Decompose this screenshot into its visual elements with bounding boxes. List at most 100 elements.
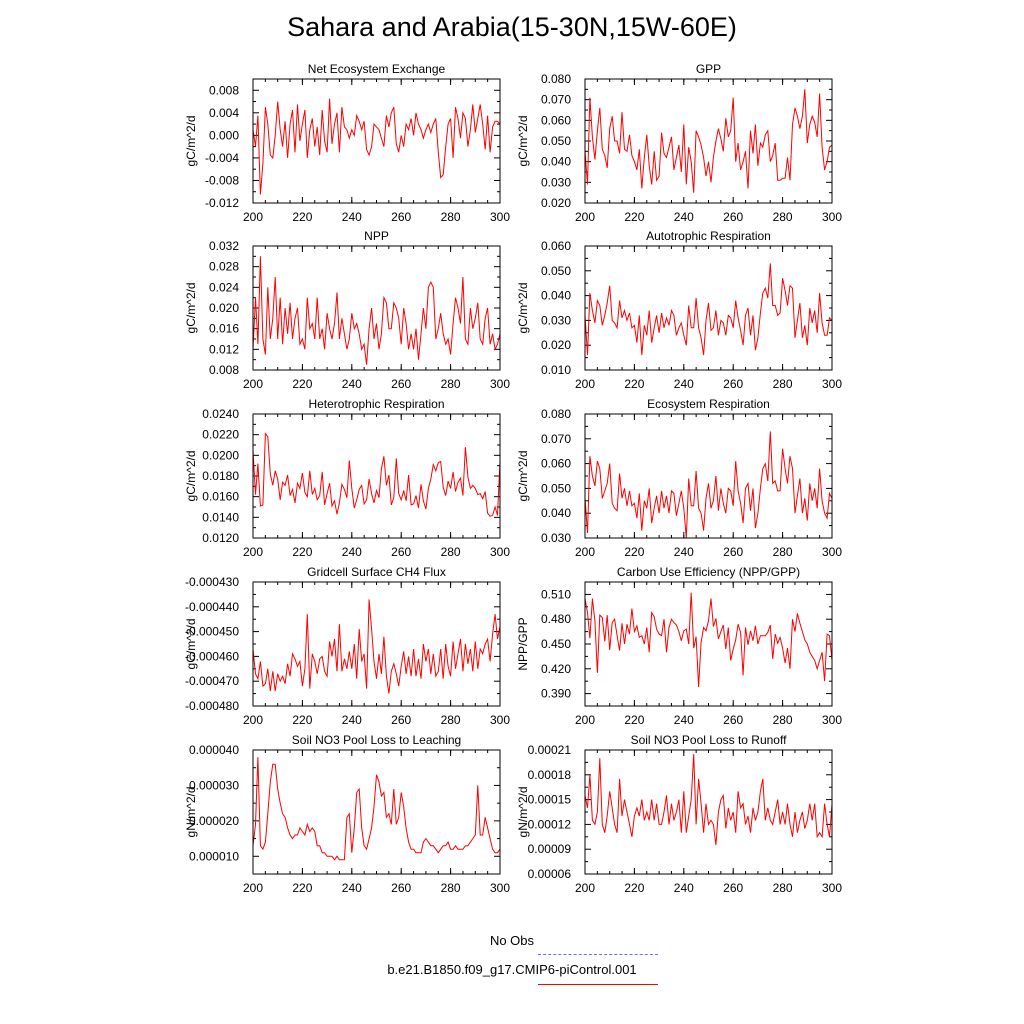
x-tick-label: 220: [624, 713, 644, 727]
plot-frame: [252, 245, 501, 371]
panel-2: NPP gC/m^2/d 200 220 240 260 280 300 0.008 0.012 0…: [184, 229, 510, 391]
plot-frame: [584, 78, 833, 204]
y-tick-label: 0.0180: [202, 469, 239, 483]
y-axis-label: gC/m^2/d: [184, 619, 198, 670]
y-tick-label: 0.024: [209, 280, 239, 294]
x-tick-label: 200: [575, 881, 595, 895]
x-tick-label: 240: [342, 713, 362, 727]
y-tick-label: 0.00012: [528, 817, 572, 831]
x-tick-label: 220: [292, 377, 312, 391]
panel-0: Net Ecosystem Exchange gC/m^2/d 200 220 240 2…: [184, 62, 510, 224]
x-tick-label: 280: [441, 713, 461, 727]
x-tick-label: 280: [773, 210, 793, 224]
y-tick-label: 0.070: [541, 93, 571, 107]
y-tick-label: 0.000020: [189, 814, 239, 828]
panel-title: Carbon Use Efficiency (NPP/GPP): [617, 565, 800, 579]
y-axis-label: gN/m^2/d: [184, 787, 198, 838]
y-tick-label: 0.000: [209, 128, 239, 142]
x-tick-label: 280: [441, 377, 461, 391]
y-tick-label: 0.00009: [528, 842, 572, 856]
y-tick-label: 0.050: [541, 134, 571, 148]
x-tick-label: 260: [723, 713, 743, 727]
x-tick-label: 260: [723, 210, 743, 224]
y-tick-label: -0.000480: [185, 699, 239, 713]
y-tick-label: -0.000460: [185, 649, 239, 663]
x-tick-label: 200: [575, 210, 595, 224]
x-tick-label: 200: [243, 210, 263, 224]
x-tick-label: 300: [822, 545, 842, 559]
panel-1: GPP gC/m^2/d 200 220 240 260 280 300 0.020 0.030 0…: [516, 62, 842, 224]
x-tick-label: 200: [243, 377, 263, 391]
y-tick-label: 0.030: [541, 531, 571, 545]
y-tick-label: 0.510: [541, 587, 571, 601]
y-tick-label: 0.020: [209, 301, 239, 315]
x-tick-label: 300: [822, 210, 842, 224]
y-axis-label: gC/m^2/d: [184, 116, 198, 167]
panel-4: Heterotrophic Respiration gC/m^2/d 200 220 2…: [184, 397, 510, 559]
x-tick-label: 300: [822, 377, 842, 391]
panel-title: GPP: [696, 62, 721, 76]
x-tick-label: 260: [391, 881, 411, 895]
y-tick-label: -0.004: [205, 151, 239, 165]
y-tick-label: 0.050: [541, 264, 571, 278]
x-tick-label: 220: [624, 210, 644, 224]
x-tick-label: 240: [674, 210, 694, 224]
x-tick-label: 200: [243, 881, 263, 895]
x-tick-label: 240: [342, 881, 362, 895]
legend-line-model-run: [538, 984, 658, 985]
x-tick-label: 240: [342, 210, 362, 224]
series-line: [252, 599, 501, 694]
y-tick-label: 0.030: [541, 175, 571, 189]
y-tick-label: 0.080: [541, 407, 571, 421]
y-tick-label: 0.00006: [528, 867, 572, 881]
y-tick-label: 0.040: [541, 289, 571, 303]
y-tick-label: 0.480: [541, 612, 571, 626]
x-tick-label: 240: [342, 377, 362, 391]
panel-8: Soil NO3 Pool Loss to Leaching gN/m^2/d 20…: [184, 733, 510, 895]
y-tick-label: 0.010: [541, 363, 571, 377]
x-tick-label: 240: [674, 377, 694, 391]
panel-6: Gridcell Surface CH4 Flux gC/m^2/d 200 220 2…: [184, 565, 510, 727]
plot-frame: [584, 581, 833, 707]
y-tick-label: 0.0240: [202, 407, 239, 421]
panel-title: Soil NO3 Pool Loss to Leaching: [292, 733, 461, 747]
panel-title: Autotrophic Respiration: [646, 229, 771, 243]
x-tick-label: 200: [243, 713, 263, 727]
x-tick-label: 240: [674, 713, 694, 727]
panel-title: Gridcell Surface CH4 Flux: [307, 565, 446, 579]
x-tick-label: 300: [822, 881, 842, 895]
y-tick-label: 0.0220: [202, 428, 239, 442]
y-tick-label: 0.0140: [202, 510, 239, 524]
y-tick-label: -0.012: [205, 196, 239, 210]
x-tick-label: 220: [624, 377, 644, 391]
x-tick-label: 260: [723, 881, 743, 895]
y-tick-label: 0.020: [541, 196, 571, 210]
x-tick-label: 220: [624, 881, 644, 895]
y-tick-label: -0.000430: [185, 575, 239, 589]
x-tick-label: 200: [575, 377, 595, 391]
y-tick-label: 0.028: [209, 260, 239, 274]
plot-frame: [584, 749, 833, 875]
x-tick-label: 200: [575, 545, 595, 559]
y-tick-label: 0.020: [541, 338, 571, 352]
plot-frame: [584, 413, 833, 539]
plot-frame: [252, 749, 501, 875]
y-tick-label: 0.040: [541, 155, 571, 169]
legend-line-no-obs: [538, 954, 658, 955]
y-tick-label: 0.0120: [202, 531, 239, 545]
legend-label-no-obs: No Obs: [489, 933, 535, 948]
y-tick-label: 0.000030: [189, 778, 239, 792]
panel-title: Ecosystem Respiration: [647, 397, 770, 411]
plot-frame: [252, 78, 501, 204]
y-tick-label: 0.040: [541, 506, 571, 520]
x-tick-label: 220: [292, 713, 312, 727]
y-tick-label: -0.000450: [185, 625, 239, 639]
figure-title: Sahara and Arabia(15-30N,15W-60E): [287, 12, 737, 42]
x-tick-label: 260: [391, 545, 411, 559]
x-tick-label: 260: [391, 713, 411, 727]
y-tick-label: 0.032: [209, 239, 239, 253]
panel-7: Carbon Use Efficiency (NPP/GPP) NPP/GPP 20…: [516, 565, 842, 727]
y-tick-label: 0.00018: [528, 768, 572, 782]
series-line: [584, 431, 833, 539]
